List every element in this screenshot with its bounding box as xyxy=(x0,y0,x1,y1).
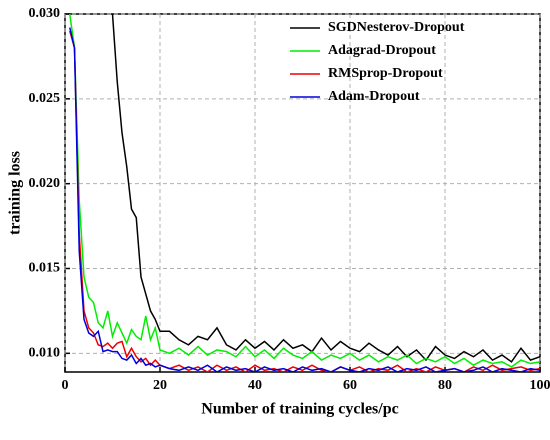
x-tick-label: 100 xyxy=(530,378,550,393)
legend-label: RMSprop-Dropout xyxy=(328,66,443,81)
series-line xyxy=(69,30,540,372)
series-line xyxy=(69,27,540,372)
series-line xyxy=(69,14,540,368)
y-tick-label: 0.020 xyxy=(29,176,61,191)
legend-label: Adagrad-Dropout xyxy=(328,43,436,58)
x-tick-label: 60 xyxy=(343,378,357,393)
x-axis-label: Number of training cycles/pc xyxy=(201,401,398,418)
y-tick-label: 0.015 xyxy=(29,261,61,276)
y-tick-label: 0.030 xyxy=(29,6,61,21)
series-line xyxy=(111,14,540,363)
y-tick-label: 0.010 xyxy=(29,346,61,361)
x-tick-label: 40 xyxy=(248,378,262,393)
legend-label: SGDNesterov-Dropout xyxy=(328,20,465,35)
x-tick-label: 0 xyxy=(62,378,69,393)
plot-lines xyxy=(69,14,540,372)
y-axis-label: training loss xyxy=(7,151,24,235)
legend-label: Adam-Dropout xyxy=(328,89,420,104)
y-tick-label: 0.025 xyxy=(29,91,61,106)
x-tick-label: 20 xyxy=(153,378,167,393)
plot-frame xyxy=(64,13,541,373)
x-tick-label: 80 xyxy=(438,378,452,393)
